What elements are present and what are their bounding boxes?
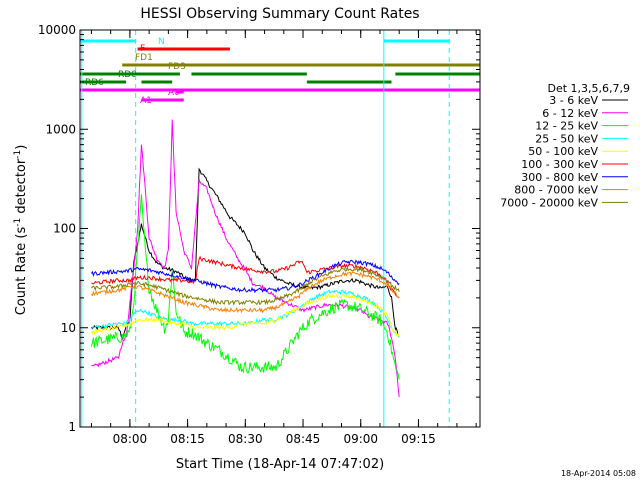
y-axis-label-end: ) bbox=[14, 145, 29, 150]
legend-label: 3 - 6 keV bbox=[549, 94, 598, 107]
legend-label: 100 - 300 keV bbox=[521, 158, 598, 171]
legend-title: Det 1,3,5,6,7,9 bbox=[547, 82, 630, 95]
legend-label: 50 - 100 keV bbox=[528, 145, 598, 158]
legend-label: 6 - 12 keV bbox=[542, 107, 598, 120]
series-line bbox=[90, 194, 400, 380]
series-line bbox=[91, 119, 400, 398]
x-tick-label: 09:15 bbox=[401, 432, 436, 446]
footer-date: 18-Apr-2014 05:08 bbox=[561, 469, 636, 478]
x-axis-label: Start Time (18-Apr-14 07:47:02) bbox=[176, 457, 384, 472]
y-tick-label: 100 bbox=[53, 222, 76, 236]
y-axis-label-sup2: -1 bbox=[13, 150, 23, 159]
legend-label: 300 - 800 keV bbox=[521, 171, 598, 184]
x-tick-label: 08:45 bbox=[286, 432, 321, 446]
legend-label: 800 - 7000 keV bbox=[514, 184, 598, 197]
y-tick-label: 1000 bbox=[45, 122, 76, 136]
legend-label: 7000 - 20000 keV bbox=[500, 196, 598, 209]
series-line bbox=[91, 265, 400, 306]
y-axis-label-mid: detector bbox=[14, 158, 29, 218]
series-line bbox=[90, 259, 400, 294]
series-line bbox=[90, 289, 400, 338]
series-lines bbox=[90, 119, 400, 398]
series-line bbox=[91, 271, 400, 314]
legend-label: 25 - 50 keV bbox=[535, 132, 598, 145]
series-line bbox=[90, 293, 400, 338]
legend-label: 12 - 25 keV bbox=[535, 120, 598, 133]
flag-label: A1 bbox=[140, 96, 152, 106]
y-tick-label: 10 bbox=[61, 321, 76, 335]
series-line bbox=[90, 167, 400, 341]
x-tick-label: 08:15 bbox=[170, 432, 205, 446]
x-axis-ticks: 08:00 08:15 08:30 08:45 09:00 09:15 bbox=[90, 30, 477, 446]
flag-label: FD3 bbox=[168, 62, 186, 72]
y-tick-label: 1 bbox=[68, 420, 76, 434]
y-axis-label-main: Count Rate (s bbox=[14, 227, 29, 316]
y-axis-label-sup1: -1 bbox=[13, 218, 23, 227]
x-tick-label: 08:30 bbox=[228, 432, 263, 446]
series-line bbox=[91, 255, 400, 299]
y-tick-label: 10000 bbox=[38, 23, 76, 37]
y-axis-label: Count Rate (s-1 detector-1) bbox=[13, 145, 29, 316]
flag-label: A0 bbox=[168, 88, 180, 98]
flag-label: FD1 bbox=[135, 53, 153, 63]
y-axis-ticks: 1 10 100 1000 10000 bbox=[38, 23, 480, 434]
x-tick-label: 08:00 bbox=[113, 432, 148, 446]
flag-label: RD6 bbox=[85, 78, 104, 88]
flag-label: F bbox=[140, 44, 145, 54]
x-tick-label: 09:00 bbox=[343, 432, 378, 446]
flag-label: RD0 bbox=[118, 70, 137, 80]
chart-title: HESSI Observing Summary Count Rates bbox=[140, 6, 419, 22]
flag-label: N bbox=[158, 37, 165, 47]
